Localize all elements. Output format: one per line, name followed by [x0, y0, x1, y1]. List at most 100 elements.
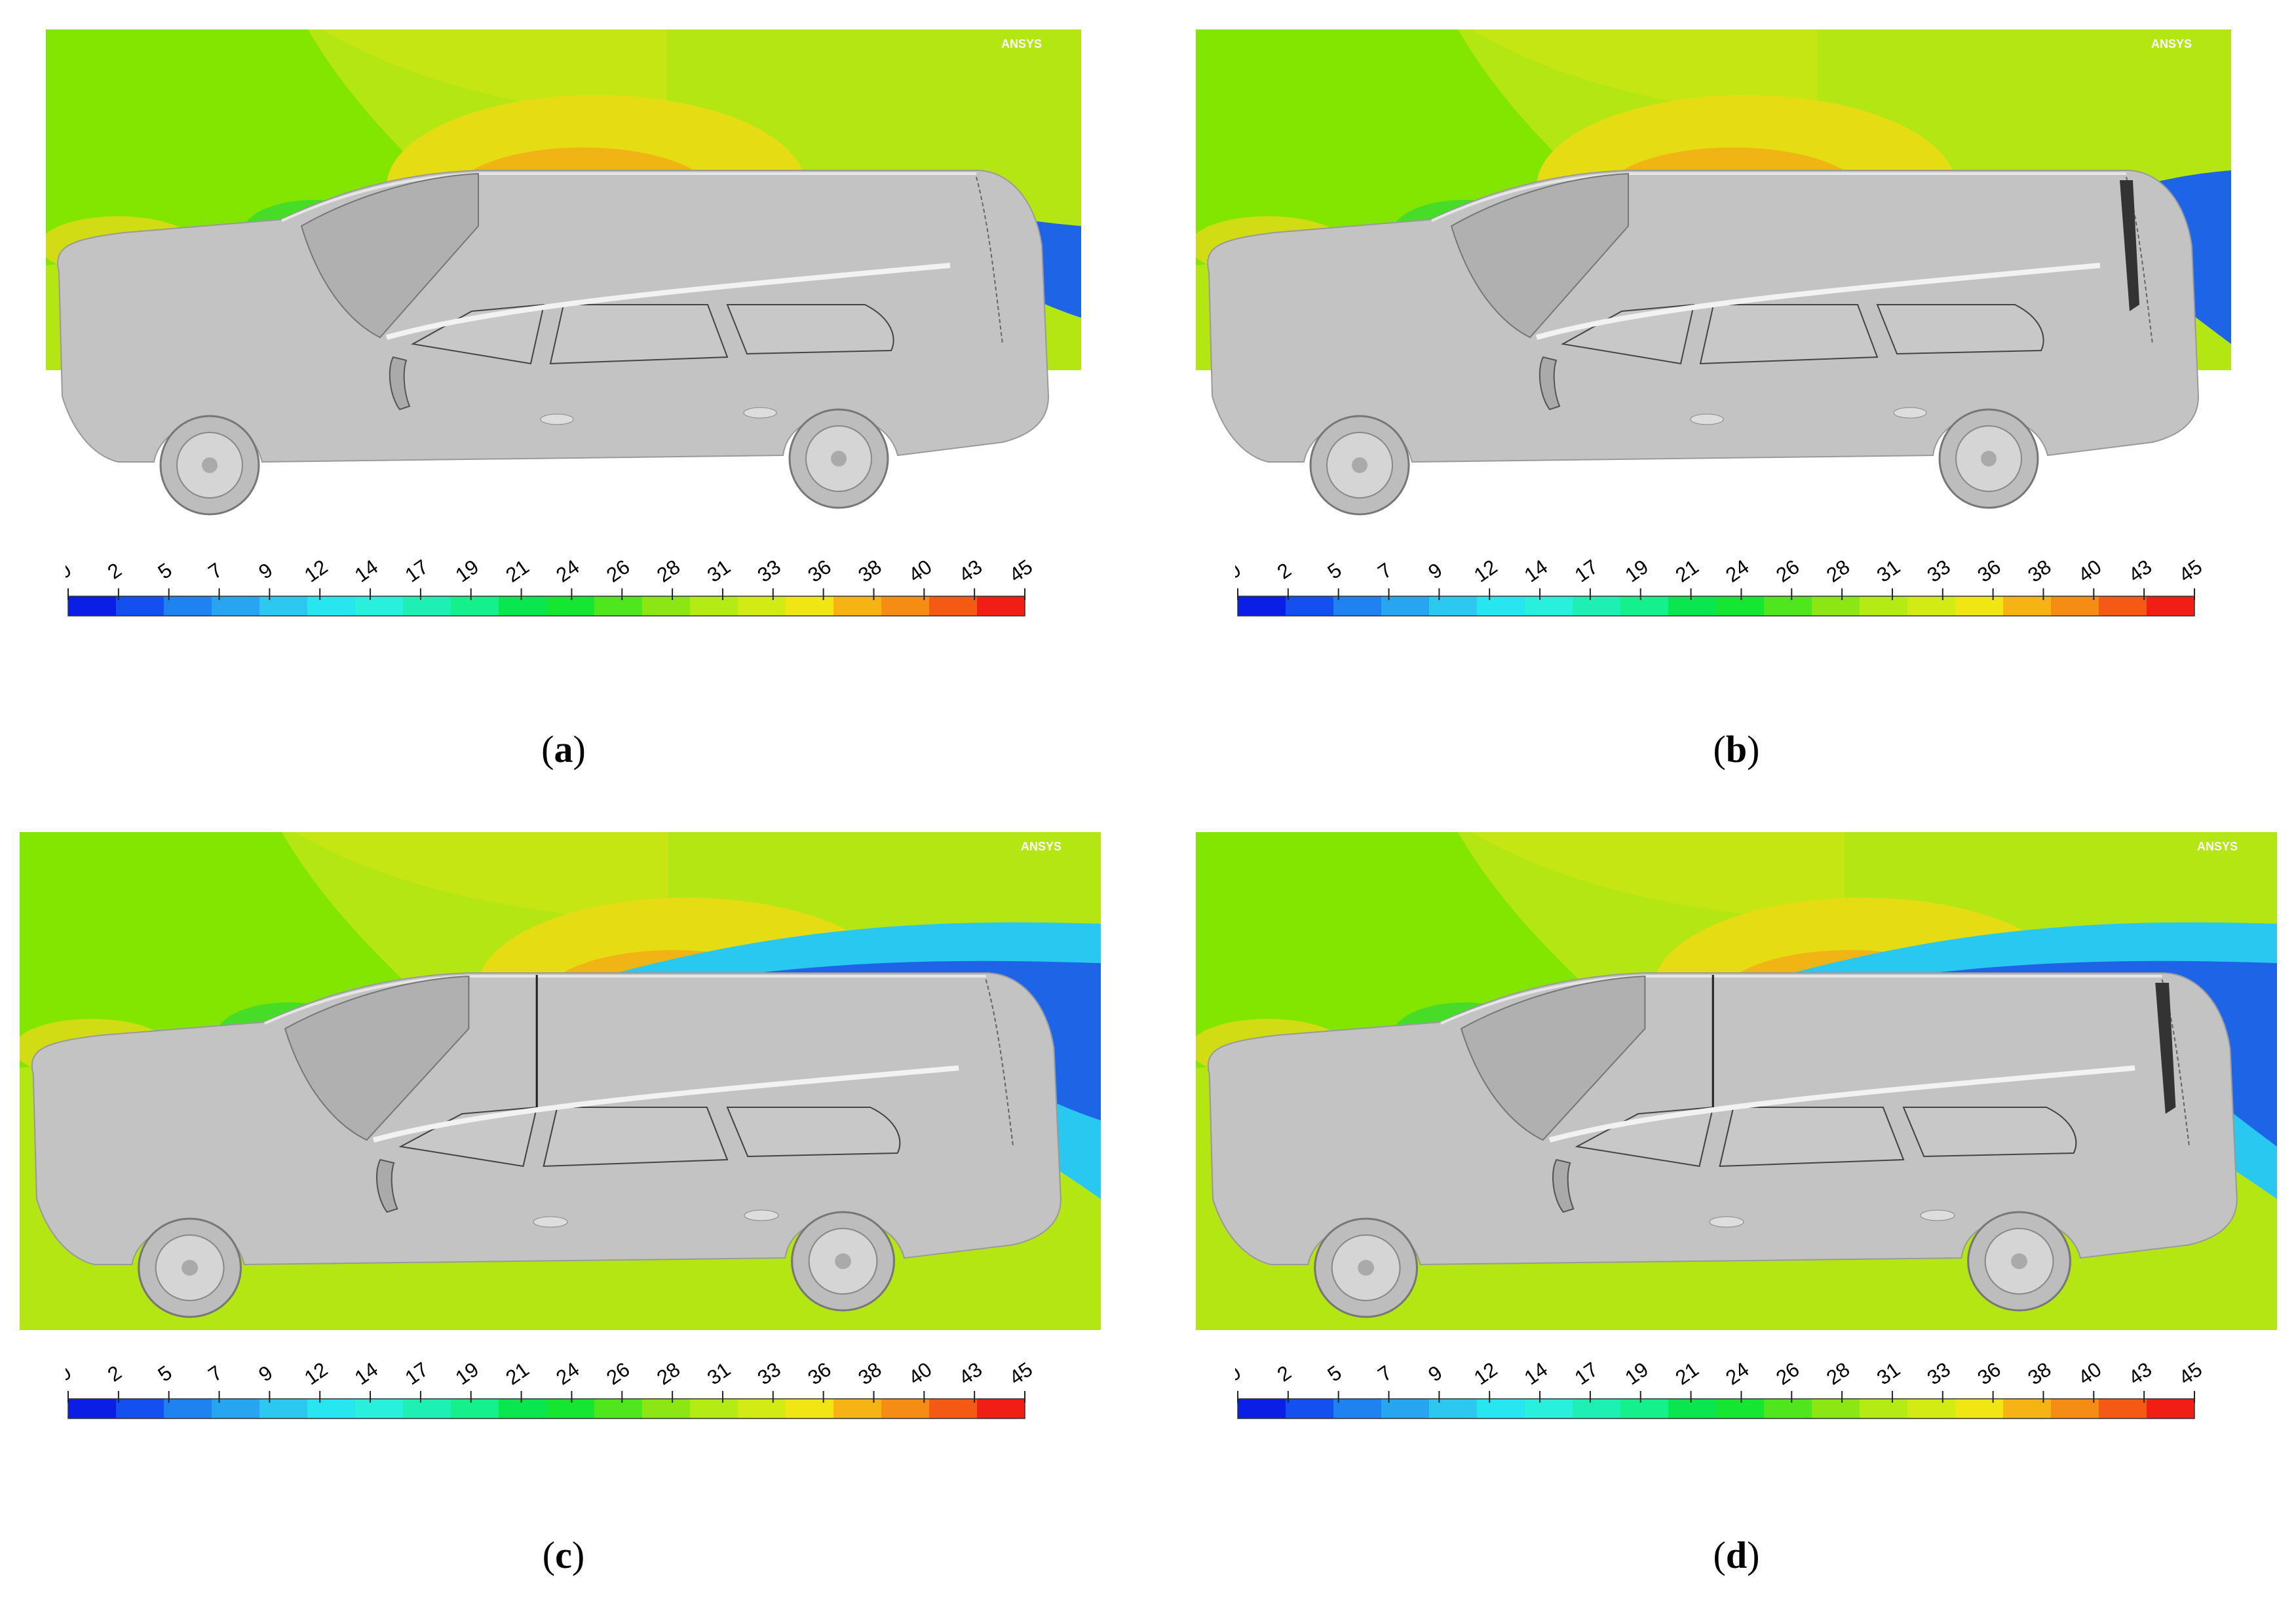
car-wheel-hub: [2011, 1253, 2027, 1269]
colorbar-segment: [1573, 1399, 1621, 1418]
car-door-handle: [1690, 413, 1724, 425]
colorbar-tick-label: 5: [154, 1361, 176, 1386]
colorbar-b: 0 2 5 7 9 12 14 17 19 21 24 26 28 31 33 36 38 40 43 45: [1235, 537, 2205, 629]
car-body-highlight: [1535, 263, 2101, 340]
colorbar-tick-label: 2: [1273, 558, 1295, 584]
car-body-highlight: [372, 1065, 959, 1143]
colorbar-segment: [546, 1399, 595, 1418]
contour-plot-b: ANSYS: [1196, 29, 2231, 516]
colorbar-segment: [594, 1399, 643, 1418]
colorbar-segment: [116, 1399, 164, 1418]
colorbar-tick-label: 38: [854, 555, 885, 586]
colorbar-segment: [1860, 1399, 1908, 1418]
colorbar-segment: [259, 596, 308, 616]
colorbar-segment: [1812, 1399, 1860, 1418]
car-wheel-hub: [1981, 451, 1997, 466]
colorbar-segment: [1429, 1399, 1478, 1418]
colorbar-segment: [738, 596, 786, 616]
car-middle-window: [549, 304, 729, 365]
panel-c: ANSYS: [20, 832, 1101, 1422]
colorbar-segment: [1668, 596, 1717, 616]
colorbar-tick-label: 45: [2175, 555, 2205, 586]
colorbar-segment: [1477, 596, 1525, 616]
colorbar-tick-label: 26: [602, 1358, 634, 1389]
colorbar-tick-label: 0: [1235, 558, 1245, 584]
colorbar-tick-label: 43: [2124, 555, 2156, 586]
panel-b: ANSYS: [1196, 29, 2231, 619]
colorbar-segment: [833, 596, 882, 616]
colorbar-segment: [594, 596, 643, 616]
colorbar-segment: [403, 596, 451, 616]
colorbar-a: 0 2 5 7 9 12 14 17 19 21 24 26 28 31 33 36 38 40 43 45: [66, 537, 1035, 629]
car-rear-pillar: [985, 979, 1014, 1147]
contour-plot-d: ANSYS: [1196, 832, 2277, 1330]
colorbar-frame: [67, 1398, 1025, 1419]
car-windscreen: [1450, 172, 1629, 339]
colorbar-tick-label: 40: [904, 1358, 936, 1389]
colorbar-tick-label: 28: [1822, 1358, 1854, 1389]
car-rear-pillar: [976, 176, 1003, 345]
colorbar-tick-label: 9: [254, 558, 277, 584]
colorbar-tick-label: 24: [1721, 1358, 1753, 1389]
car-body-highlight: [385, 263, 951, 340]
colorbar-segment: [1238, 1399, 1286, 1418]
colorbar-segment: [1286, 596, 1334, 616]
colorbar-segment: [2051, 596, 2099, 616]
colorbar-tick-label: 17: [1571, 1358, 1602, 1389]
colorbar-segment: [307, 1399, 356, 1418]
car-door-handle: [533, 1216, 568, 1228]
colorbar-tick-label: 14: [351, 555, 382, 586]
car-wheel-hub: [1358, 1260, 1375, 1276]
colorbar-tick-label: 14: [1520, 1358, 1552, 1389]
colorbar-segment: [1764, 1399, 1812, 1418]
ansys-watermark: ANSYS: [1021, 840, 1062, 853]
colorbar-tick-label: 12: [300, 1358, 332, 1389]
colorbar-tick-label: 24: [552, 1358, 583, 1389]
colorbar-segment: [1860, 596, 1908, 616]
colorbar-tick-label: 43: [955, 1358, 986, 1389]
colorbar-tick-label: 19: [451, 555, 483, 586]
colorbar-segment: [451, 1399, 499, 1418]
colorbar-tick-label: 9: [1424, 558, 1446, 584]
car-middle-window: [1719, 1107, 1905, 1168]
car-windscreen: [300, 172, 479, 339]
colorbar-tick-label: 0: [66, 558, 75, 584]
colorbar-segment: [1525, 596, 1573, 616]
colorbar-tick-label: 33: [1923, 1358, 1955, 1389]
car-side-mirror: [376, 1158, 398, 1213]
colorbar-tick-label: 31: [703, 1358, 735, 1389]
flow-region-yellow-green: [1471, 832, 1845, 924]
car-door-handle: [743, 407, 777, 419]
colorbar-segment: [977, 1399, 1025, 1418]
colorbar-tick-label: 31: [1873, 555, 1904, 586]
car-middle-window: [1699, 304, 1879, 365]
colorbar-segment: [690, 596, 738, 616]
colorbar-tick-label: 21: [1671, 1358, 1702, 1389]
colorbar-svg-d: 0 2 5 7 9 12 14 17 19 21 24 26 28 31 33 36 38 40 43 45: [1235, 1358, 2205, 1419]
car-side-mirror: [389, 356, 411, 411]
car-door-handle: [540, 413, 574, 425]
colorbar-frame: [1237, 1398, 2195, 1419]
ansys-watermark: ANSYS: [2151, 37, 2192, 50]
car-side-mirror: [1539, 356, 1561, 411]
colorbar-tick-label: 9: [254, 1361, 277, 1386]
colorbar-segment: [1620, 596, 1669, 616]
colorbar-segment: [1573, 596, 1621, 616]
colorbar-tick-label: 24: [552, 555, 583, 586]
colorbar-segment: [164, 1399, 212, 1418]
colorbar-tick-label: 36: [1973, 555, 2004, 586]
colorbar-segment: [164, 596, 212, 616]
colorbar-tick-label: 31: [703, 555, 735, 586]
colorbar-segment: [1333, 1399, 1382, 1418]
colorbar-tick-label: 17: [401, 1358, 432, 1389]
car-rear-window: [1876, 304, 2044, 355]
colorbar-tick-label: 33: [754, 555, 785, 586]
colorbar-tick-label: 36: [803, 555, 835, 586]
flow-region-yellow-green: [295, 832, 668, 924]
colorbar-segment: [2003, 596, 2052, 616]
colorbar-tick-label: 7: [204, 558, 226, 584]
colorbar-c: 0 2 5 7 9 12 14 17 19 21 24 26 28 31 33 36 38 40 43 45: [66, 1340, 1035, 1432]
colorbar-tick-label: 38: [854, 1358, 885, 1389]
colorbar-tick-label: 2: [1273, 1361, 1295, 1386]
colorbar-segment: [2003, 1399, 2052, 1418]
